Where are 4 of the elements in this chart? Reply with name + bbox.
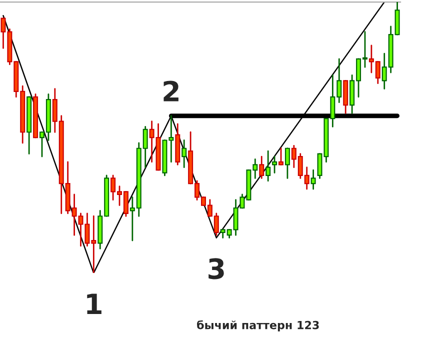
text: бычий паттерн 123 bbox=[197, 320, 319, 332]
annotation: 3 bbox=[208, 258, 224, 280]
annotation: 1 bbox=[87, 294, 102, 314]
annotation: 2 bbox=[164, 80, 178, 102]
